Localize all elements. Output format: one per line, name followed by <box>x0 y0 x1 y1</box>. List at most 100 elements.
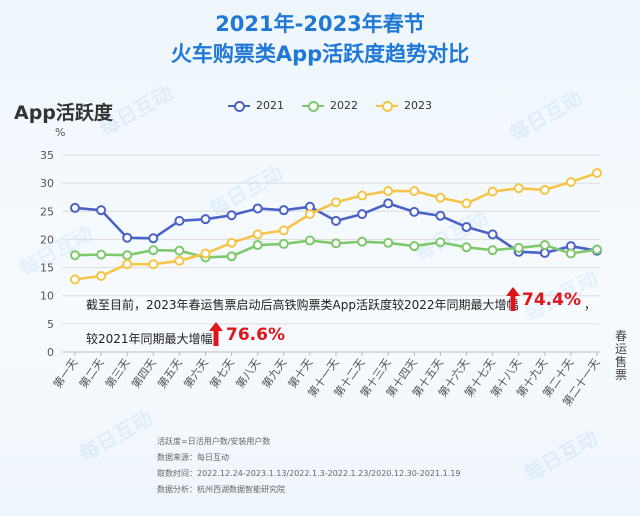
x-tick-label: 第四天 <box>128 356 158 391</box>
data-point-2023 <box>226 237 237 248</box>
data-point-2023 <box>96 271 107 282</box>
data-point-2021 <box>383 198 394 209</box>
data-point-2021 <box>200 214 211 225</box>
data-point-2022 <box>357 236 368 247</box>
data-point-2023 <box>331 197 341 208</box>
data-point-2022 <box>174 245 185 256</box>
data-point-2022 <box>565 248 576 259</box>
y-axis-unit: % <box>55 126 66 139</box>
data-point-2022 <box>592 244 602 255</box>
x-tick-label: 第七天 <box>207 356 237 391</box>
data-point-2023 <box>565 177 576 188</box>
x-tick-label: 第五天 <box>154 356 184 391</box>
note-period: 取数时间：2022.12.24-2023.1.13/2022.1.3-2022.… <box>157 469 461 478</box>
data-point-2022 <box>487 245 498 256</box>
note-source: 数据来源：每日互动 <box>157 453 229 462</box>
data-point-2022 <box>513 242 524 253</box>
data-point-2021 <box>357 209 368 220</box>
up-arrow-icon <box>209 322 223 346</box>
data-point-2022 <box>122 250 133 261</box>
legend: 2021 2022 2023 <box>228 99 432 112</box>
annotation-line2: 较2021年同期最大增幅 <box>86 332 213 346</box>
legend-item-2022[interactable]: 2022 <box>302 99 358 112</box>
data-point-2023 <box>148 259 159 270</box>
data-point-2022 <box>461 242 472 253</box>
data-point-2023 <box>461 198 472 209</box>
note-definition: 活跃度=日活用户数/安装用户数 <box>157 437 271 446</box>
data-point-2023 <box>435 192 446 203</box>
increase-pct-2022: 74.4% <box>522 290 581 310</box>
increase-pct-2021: 76.6% <box>226 325 285 345</box>
footnotes: 活跃度=日活用户数/安装用户数 数据来源：每日互动 取数时间：2022.12.2… <box>157 434 460 498</box>
data-point-2023 <box>278 225 289 236</box>
x-tick-label: 第一天 <box>50 356 80 391</box>
chart-title-line2: 火车购票类App活跃度趋势对比 <box>170 42 470 66</box>
data-point-2023 <box>70 274 80 285</box>
data-point-2023 <box>174 255 185 266</box>
data-point-2023 <box>200 248 211 259</box>
data-point-2021 <box>435 210 446 221</box>
legend-swatch-2021 <box>228 100 250 112</box>
data-point-2021 <box>252 203 263 214</box>
data-point-2021 <box>539 247 550 258</box>
data-point-2021 <box>461 222 472 233</box>
y-tick-label: 0 <box>47 346 54 359</box>
data-point-2022 <box>435 237 446 248</box>
data-point-2022 <box>252 240 263 251</box>
data-point-2023 <box>122 259 133 270</box>
data-point-2022 <box>226 251 237 262</box>
data-point-2021 <box>96 205 107 216</box>
data-point-2023 <box>592 168 602 179</box>
data-point-2023 <box>383 186 394 197</box>
legend-swatch-2023 <box>376 100 398 112</box>
data-point-2023 <box>304 209 315 220</box>
x-tick-label: 第三天 <box>102 356 132 391</box>
chart-title-line1: 2021年-2023年春节 <box>215 12 425 36</box>
data-point-2021 <box>409 206 420 217</box>
legend-item-2021[interactable]: 2021 <box>228 99 284 112</box>
legend-label-2021: 2021 <box>256 99 284 112</box>
data-point-2022 <box>96 249 107 260</box>
data-point-2022 <box>304 235 315 246</box>
data-point-2022 <box>383 237 394 248</box>
data-point-2021 <box>122 232 133 243</box>
data-point-2021 <box>278 205 289 216</box>
data-point-2022 <box>148 245 159 256</box>
data-point-2023 <box>252 229 263 240</box>
data-point-2021 <box>487 229 498 240</box>
data-point-2022 <box>278 238 289 249</box>
data-point-2021 <box>226 210 237 221</box>
y-axis-heading: App活跃度 <box>14 102 113 124</box>
data-point-2023 <box>487 186 498 197</box>
y-tick-label: 10 <box>40 290 54 303</box>
legend-label-2022: 2022 <box>330 99 358 112</box>
note-analysis: 数据分析：杭州西湖数据智能研究院 <box>157 485 285 494</box>
data-point-2023 <box>409 186 420 197</box>
up-arrow-icon <box>506 287 520 311</box>
y-tick-label: 30 <box>40 177 54 190</box>
y-tick-label: 25 <box>40 205 54 218</box>
data-point-2023 <box>357 190 368 201</box>
data-point-2022 <box>331 238 341 249</box>
annotation-comma: ， <box>584 298 597 312</box>
data-point-2021 <box>70 202 80 213</box>
data-point-2021 <box>148 233 159 244</box>
data-point-2022 <box>539 240 550 251</box>
data-point-2021 <box>174 215 185 226</box>
x-tick-label: 第九天 <box>259 356 289 391</box>
data-point-2022 <box>409 241 420 252</box>
data-point-2023 <box>513 183 524 194</box>
legend-swatch-2022 <box>302 100 324 112</box>
legend-item-2023[interactable]: 2023 <box>376 99 432 112</box>
annotation-line1: 截至目前，2023年春运售票启动后高铁购票类App活跃度较2022年同期最大增幅 <box>86 298 519 312</box>
x-tick-label: 第二天 <box>76 356 106 391</box>
y-tick-label: 35 <box>40 149 54 162</box>
y-tick-label: 5 <box>47 318 54 331</box>
data-point-2021 <box>331 215 341 226</box>
legend-label-2023: 2023 <box>404 99 432 112</box>
side-label: 春运售票 <box>615 329 628 382</box>
data-point-2022 <box>70 250 80 261</box>
y-tick-label: 20 <box>40 233 54 246</box>
x-tick-label: 第八天 <box>233 356 263 391</box>
